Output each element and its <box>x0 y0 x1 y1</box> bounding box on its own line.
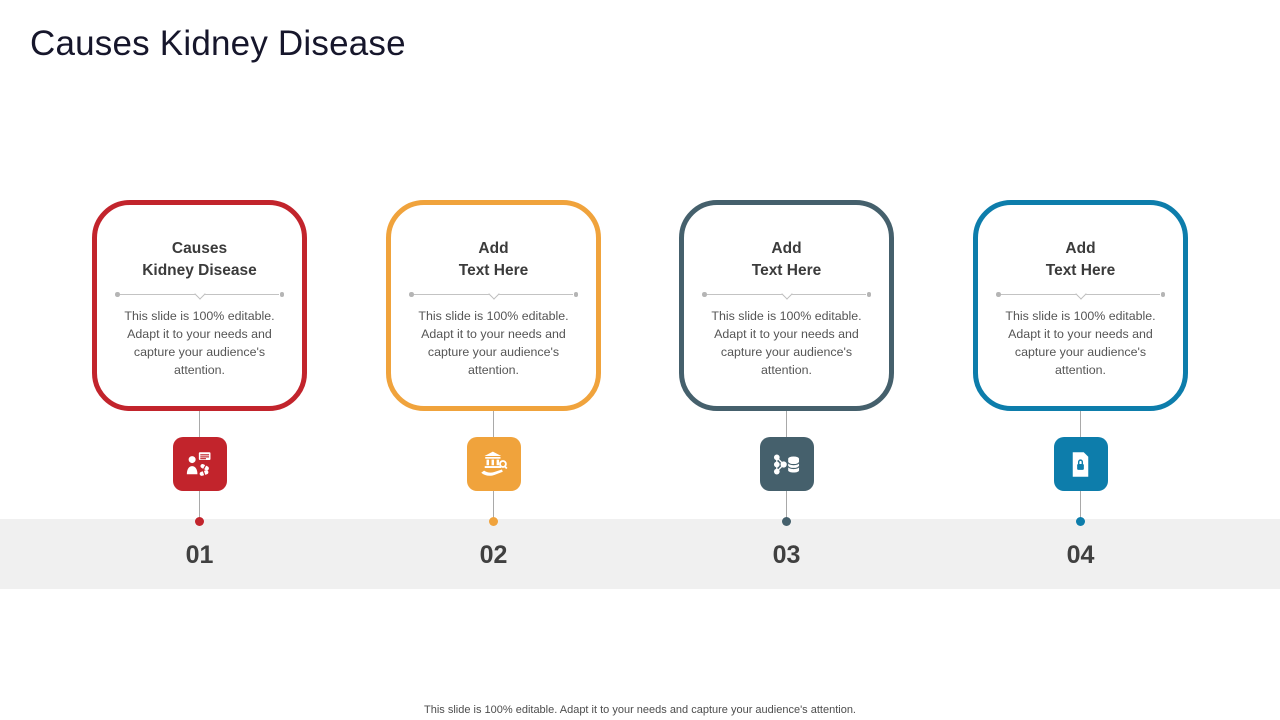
chevron-down-icon <box>1074 288 1087 300</box>
timeline-card: Add Text Here This slide is 100% editabl… <box>973 200 1188 411</box>
card-body-text: This slide is 100% editable. Adapt it to… <box>711 308 862 377</box>
card-title-line2: Text Here <box>751 262 822 280</box>
secure-file-icon <box>1072 451 1089 477</box>
card-title-line2: Text Here <box>1045 262 1116 280</box>
step-dot <box>782 517 791 526</box>
divider-dot <box>279 292 284 297</box>
divider-dot <box>996 292 1001 297</box>
step-number: 01 <box>185 541 214 569</box>
bank-hand-icon <box>481 451 508 476</box>
divider-dot <box>115 292 120 297</box>
divider <box>996 288 1165 301</box>
timeline-band <box>0 519 1280 589</box>
card-title: Add Text Here <box>988 238 1173 283</box>
step-number: 02 <box>479 541 508 569</box>
card-title-line1: Add <box>478 240 509 257</box>
card-title: Add Text Here <box>401 238 586 283</box>
timeline-card: Add Text Here This slide is 100% editabl… <box>386 200 601 411</box>
divider <box>702 288 871 301</box>
card-title: Causes Kidney Disease <box>107 238 292 283</box>
step-dot <box>1076 517 1085 526</box>
timeline-item-4: Add Text Here This slide is 100% editabl… <box>973 0 1188 600</box>
card-body-text: This slide is 100% editable. Adapt it to… <box>1005 308 1156 377</box>
chevron-down-icon <box>780 288 793 300</box>
divider <box>409 288 578 301</box>
card-body-text: This slide is 100% editable. Adapt it to… <box>418 308 569 377</box>
icon-box <box>466 437 521 491</box>
step-number: 04 <box>1066 541 1095 569</box>
network-data-icon <box>773 454 800 474</box>
chevron-down-icon <box>193 288 206 300</box>
icon-box <box>759 437 814 491</box>
step-number: 03 <box>772 541 801 569</box>
card-title: Add Text Here <box>694 238 879 283</box>
divider <box>115 288 284 301</box>
card-body-text: This slide is 100% editable. Adapt it to… <box>124 308 275 377</box>
timeline-card: Add Text Here This slide is 100% editabl… <box>679 200 894 411</box>
chevron-down-icon <box>487 288 500 300</box>
card-title-line1: Add <box>1065 240 1096 257</box>
icon-box <box>1053 437 1108 491</box>
divider-dot <box>573 292 578 297</box>
card-title-line1: Causes <box>171 240 228 257</box>
timeline-item-1: Causes Kidney Disease This slide is 100%… <box>92 0 307 600</box>
card-title-line1: Add <box>771 240 802 257</box>
patient-medicine-icon <box>186 451 211 476</box>
timeline-card: Causes Kidney Disease This slide is 100%… <box>92 200 307 411</box>
divider-dot <box>866 292 871 297</box>
page-title: Causes Kidney Disease <box>30 24 406 63</box>
card-title-line2: Text Here <box>458 262 529 280</box>
step-dot <box>489 517 498 526</box>
divider-dot <box>702 292 707 297</box>
timeline-item-2: Add Text Here This slide is 100% editabl… <box>386 0 601 600</box>
card-title-line2: Kidney Disease <box>142 262 257 280</box>
divider-dot <box>409 292 414 297</box>
divider-dot <box>1160 292 1165 297</box>
timeline-item-3: Add Text Here This slide is 100% editabl… <box>679 0 894 600</box>
icon-box <box>172 437 227 491</box>
step-dot <box>195 517 204 526</box>
footer-note: This slide is 100% editable. Adapt it to… <box>424 704 856 716</box>
